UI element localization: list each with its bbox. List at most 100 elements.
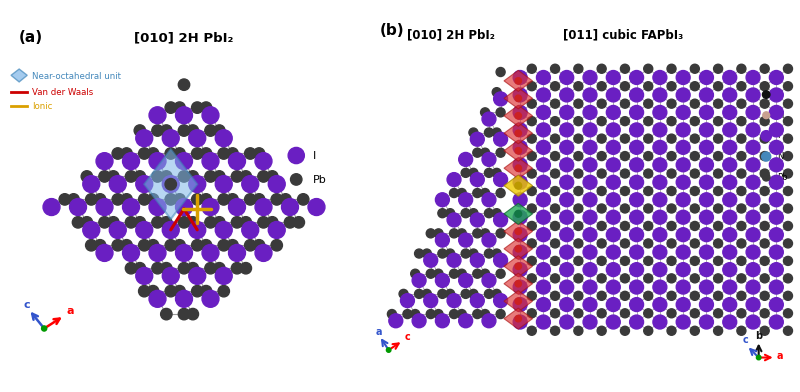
Circle shape [290, 174, 302, 185]
Circle shape [255, 245, 272, 261]
Circle shape [481, 148, 490, 157]
Circle shape [96, 245, 113, 261]
Circle shape [583, 315, 597, 329]
Circle shape [714, 256, 722, 265]
Circle shape [653, 105, 667, 120]
Circle shape [494, 213, 507, 227]
Circle shape [245, 240, 256, 251]
Circle shape [560, 193, 574, 207]
Circle shape [43, 199, 60, 216]
Circle shape [583, 71, 597, 84]
Circle shape [760, 204, 769, 213]
Circle shape [174, 285, 186, 297]
Circle shape [760, 134, 769, 143]
Circle shape [737, 99, 746, 108]
Circle shape [258, 217, 269, 228]
Circle shape [218, 148, 230, 159]
Circle shape [461, 168, 470, 177]
Circle shape [760, 152, 769, 161]
Circle shape [606, 245, 620, 259]
Circle shape [205, 263, 216, 274]
Circle shape [550, 239, 559, 248]
Circle shape [191, 194, 203, 205]
Circle shape [147, 194, 158, 205]
Circle shape [560, 88, 574, 102]
Circle shape [550, 326, 559, 335]
Circle shape [537, 228, 550, 241]
Circle shape [149, 245, 166, 261]
Circle shape [214, 125, 225, 136]
Circle shape [760, 64, 769, 73]
Circle shape [762, 91, 770, 98]
Circle shape [690, 309, 699, 318]
Circle shape [560, 280, 574, 294]
Circle shape [560, 71, 574, 84]
Circle shape [412, 314, 426, 328]
Circle shape [606, 315, 620, 329]
Circle shape [134, 125, 146, 136]
Circle shape [200, 240, 212, 251]
Circle shape [189, 221, 206, 238]
Circle shape [690, 239, 699, 248]
Circle shape [783, 99, 793, 108]
Circle shape [527, 291, 536, 300]
Circle shape [178, 217, 190, 228]
Circle shape [690, 256, 699, 265]
Circle shape [187, 217, 198, 228]
Circle shape [597, 117, 606, 126]
Circle shape [399, 289, 408, 298]
Circle shape [401, 294, 414, 308]
Circle shape [134, 217, 146, 228]
Circle shape [770, 105, 783, 120]
Polygon shape [504, 158, 533, 179]
Circle shape [138, 194, 150, 205]
Circle shape [470, 253, 484, 267]
Polygon shape [504, 175, 533, 196]
Circle shape [760, 221, 769, 230]
Circle shape [513, 210, 527, 224]
Circle shape [470, 132, 484, 146]
Circle shape [515, 245, 522, 252]
Circle shape [630, 298, 643, 312]
Circle shape [550, 256, 559, 265]
Circle shape [560, 315, 574, 329]
Circle shape [446, 289, 454, 298]
Circle shape [447, 213, 461, 227]
Circle shape [699, 175, 714, 189]
Circle shape [574, 309, 583, 318]
Circle shape [630, 105, 643, 120]
Circle shape [515, 263, 522, 269]
Circle shape [126, 171, 137, 182]
Circle shape [583, 88, 597, 102]
Circle shape [515, 211, 522, 217]
Circle shape [723, 158, 737, 172]
Circle shape [205, 125, 216, 136]
Circle shape [414, 249, 423, 258]
Circle shape [737, 274, 746, 283]
Circle shape [597, 326, 606, 335]
Circle shape [527, 187, 536, 196]
Circle shape [513, 193, 527, 207]
Circle shape [714, 82, 722, 91]
Circle shape [653, 228, 667, 241]
Circle shape [162, 130, 179, 147]
Text: C: C [777, 90, 782, 99]
Circle shape [574, 326, 583, 335]
Circle shape [783, 134, 793, 143]
Circle shape [200, 102, 212, 113]
Circle shape [606, 263, 620, 277]
Circle shape [175, 107, 193, 124]
Circle shape [630, 88, 643, 102]
Circle shape [560, 210, 574, 224]
Circle shape [763, 112, 770, 119]
Circle shape [621, 134, 630, 143]
Circle shape [621, 326, 630, 335]
Circle shape [218, 285, 230, 297]
Circle shape [426, 310, 435, 319]
Circle shape [227, 240, 238, 251]
Circle shape [473, 310, 482, 319]
Circle shape [597, 204, 606, 213]
Circle shape [537, 263, 550, 277]
Circle shape [574, 82, 583, 91]
Circle shape [59, 194, 70, 205]
